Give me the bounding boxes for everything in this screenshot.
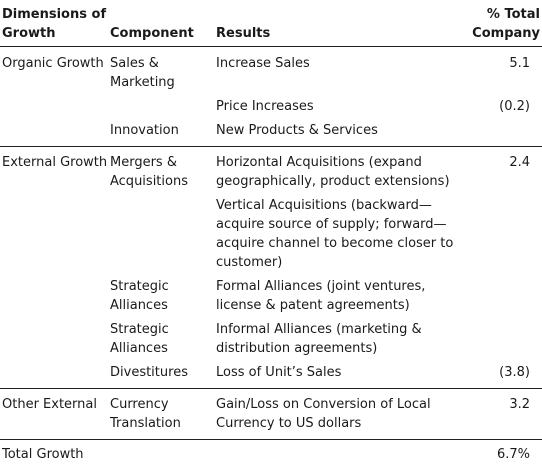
header-pct-total: % Total Company [464,0,542,47]
table-row: Price Increases (0.2) [0,92,542,116]
total-pct: 6.7% [464,440,542,467]
total-label: Total Growth [0,440,464,467]
result-cell: New Products & Services [214,116,464,147]
header-row: Dimensions of Growth Component Results %… [0,0,542,47]
component-cell: Divestitures [108,358,214,389]
dimension-cell [0,116,108,147]
table-row: Strategic Alliances Formal Alliances (jo… [0,272,542,315]
table-row: External Growth Mergers & Acquisitions H… [0,147,542,192]
component-cell [108,191,214,272]
pct-cell: 2.4 [464,147,542,192]
growth-table-page: Dimensions of Growth Component Results %… [0,0,542,456]
header-results: Results [214,0,464,47]
result-cell: Informal Alliances (marketing & distribu… [214,315,464,358]
table-row: Vertical Acquisitions (backward—acquire … [0,191,542,272]
table-row: Innovation New Products & Services [0,116,542,147]
table-row: Other External Currency Translation Gain… [0,389,542,440]
pct-cell [464,272,542,315]
pct-cell: (3.8) [464,358,542,389]
component-cell: Sales & Marketing [108,47,214,93]
dimension-cell: Other External [0,389,108,440]
result-cell: Price Increases [214,92,464,116]
pct-cell: 5.1 [464,47,542,93]
result-cell: Vertical Acquisitions (backward—acquire … [214,191,464,272]
dimension-cell [0,92,108,116]
component-cell [108,92,214,116]
dimension-cell: External Growth [0,147,108,192]
pct-cell: (0.2) [464,92,542,116]
pct-cell: 3.2 [464,389,542,440]
header-component: Component [108,0,214,47]
result-cell: Gain/Loss on Conversion of Local Currenc… [214,389,464,440]
total-row: Total Growth 6.7% [0,440,542,467]
table-row: Strategic Alliances Informal Alliances (… [0,315,542,358]
result-cell: Horizontal Acquisitions (expand geograph… [214,147,464,192]
dimension-cell [0,272,108,315]
component-cell: Innovation [108,116,214,147]
component-cell: Strategic Alliances [108,315,214,358]
pct-cell [464,116,542,147]
table-row: Divestitures Loss of Unit’s Sales (3.8) [0,358,542,389]
component-cell: Mergers & Acquisitions [108,147,214,192]
component-cell: Strategic Alliances [108,272,214,315]
result-cell: Increase Sales [214,47,464,93]
table-row: Organic Growth Sales & Marketing Increas… [0,47,542,93]
pct-cell [464,315,542,358]
dimension-cell [0,191,108,272]
result-cell: Formal Alliances (joint ventures, licens… [214,272,464,315]
header-dimensions: Dimensions of Growth [0,0,108,47]
result-cell: Loss of Unit’s Sales [214,358,464,389]
dimension-cell [0,358,108,389]
component-cell: Currency Translation [108,389,214,440]
pct-cell [464,191,542,272]
dimension-cell: Organic Growth [0,47,108,93]
dimension-cell [0,315,108,358]
